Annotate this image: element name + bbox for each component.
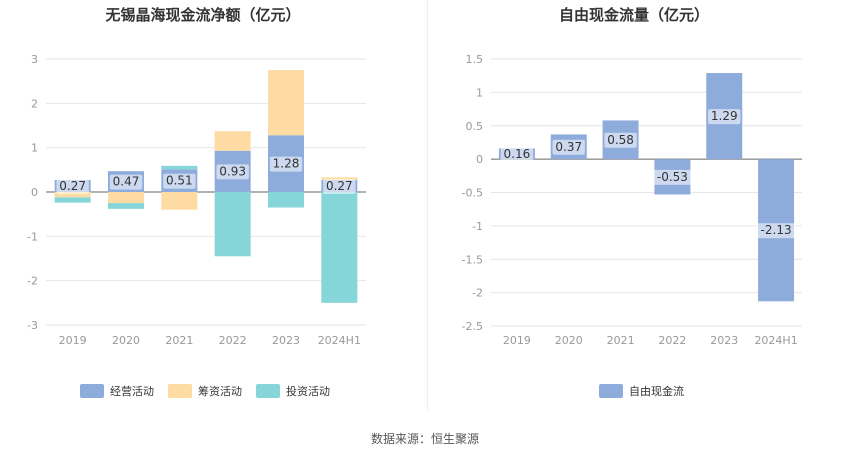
bar-investing-2024H1 [321, 192, 358, 303]
data-label-bg [269, 156, 303, 172]
legend-fcf-label: 自由现金流 [629, 384, 684, 398]
bar-investing-2021 [161, 165, 198, 170]
x-tick-label: 2024H1 [754, 334, 797, 347]
legend-investing-label: 投资活动 [286, 384, 330, 398]
y-tick-label: 0 [31, 186, 38, 199]
data-label-bg [604, 132, 637, 148]
data-label-bg [652, 169, 692, 185]
y-tick-label: -1 [472, 220, 483, 233]
bar-financing-2022 [214, 131, 251, 151]
free-cash-flow-chart: 自由现金流量（亿元） 1.5 1 0.5 0 -0.5 -1 -1.5 -2 -2.5 2019 20… [462, 6, 802, 398]
bar-investing-2023 [268, 192, 304, 208]
y-tick-label: 1 [31, 142, 38, 155]
data-label: -2.13 [761, 223, 792, 237]
data-label-bg [56, 179, 89, 195]
data-label: 1.29 [711, 109, 738, 123]
bar-financing-2023 [268, 70, 304, 136]
bar-investing-2020 [108, 203, 144, 209]
y-tick-label: 1.5 [466, 53, 484, 66]
data-label-bg [756, 223, 796, 239]
cash-flow-net-chart: 无锡晶海现金流净额（亿元） 3 2 1 0 -1 -2 -3 2019 2020 2021 2022 2… [27, 6, 366, 398]
legend-fcf-swatch [599, 384, 623, 398]
data-label: 0.16 [504, 147, 531, 161]
y-tick-label: -0.5 [462, 187, 483, 200]
bar-financing-2024H1 [321, 177, 358, 181]
x-tick-label: 2023 [710, 334, 738, 347]
y-tick-label: -2.5 [462, 320, 483, 333]
legend-financing-swatch [168, 384, 192, 398]
y-tick-label: -1.5 [462, 253, 483, 266]
data-label-bg [500, 146, 534, 162]
bar-investing-2019 [54, 197, 91, 203]
y-tick-label: 0 [476, 153, 483, 166]
bar-financing-2021 [161, 192, 198, 210]
data-label: 0.37 [555, 140, 582, 154]
chart-title: 自由现金流量（亿元） [559, 6, 709, 24]
y-tick-label: 1 [476, 86, 483, 99]
data-label-bg [216, 164, 249, 180]
bar-financing-2019 [54, 192, 91, 198]
data-label: 1.28 [273, 157, 300, 171]
x-tick-label: 2022 [219, 334, 247, 347]
data-label-bg [552, 139, 585, 155]
x-tick-label: 2021 [607, 334, 635, 347]
x-tick-label: 2023 [272, 334, 300, 347]
x-tick-label: 2019 [59, 334, 87, 347]
bar-investing-2022 [214, 192, 251, 257]
x-tick-label: 2021 [165, 334, 193, 347]
data-label: 0.51 [166, 174, 193, 188]
panel-divider [427, 0, 428, 410]
data-label: 0.27 [326, 179, 353, 193]
data-label-bg [708, 109, 741, 125]
bar-financing-2020 [108, 192, 144, 204]
data-label-bg [109, 174, 143, 190]
data-label: -0.53 [657, 170, 688, 184]
y-tick-label: -3 [27, 319, 38, 332]
legend-operating-label: 经营活动 [110, 384, 154, 398]
chart-title: 无锡晶海现金流净额（亿元） [104, 6, 300, 24]
y-tick-label: -2 [472, 287, 483, 300]
y-tick-label: 0.5 [466, 120, 484, 133]
legend-operating-swatch [80, 384, 104, 398]
data-label: 0.47 [113, 175, 140, 189]
legend-investing-swatch [256, 384, 280, 398]
legend-financing-label: 筹资活动 [198, 384, 242, 398]
source-note: 数据来源：恒生聚源 [370, 432, 479, 446]
y-tick-label: 2 [31, 97, 38, 110]
y-tick-label: -2 [27, 275, 38, 288]
x-tick-label: 2022 [658, 334, 686, 347]
x-tick-label: 2020 [112, 334, 140, 347]
y-tick-label: -1 [27, 230, 38, 243]
x-tick-label: 2024H1 [318, 334, 361, 347]
x-tick-label: 2020 [555, 334, 583, 347]
y-tick-label: 3 [31, 53, 38, 66]
data-label: 0.93 [219, 164, 246, 178]
data-label: 0.27 [59, 179, 86, 193]
x-tick-label: 2019 [503, 334, 531, 347]
data-label: 0.58 [607, 133, 634, 147]
data-label-bg [323, 179, 356, 195]
data-label-bg [163, 173, 196, 189]
